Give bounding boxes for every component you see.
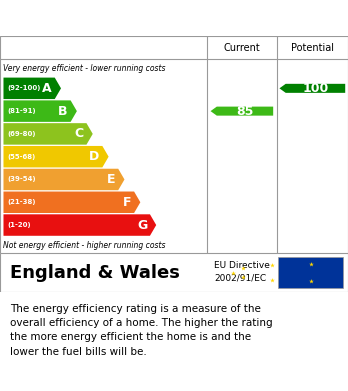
Text: EU Directive
2002/91/EC: EU Directive 2002/91/EC [214,261,270,283]
Text: Energy Efficiency Rating: Energy Efficiency Rating [12,9,241,27]
Text: A: A [42,82,52,95]
Text: B: B [58,105,68,118]
Text: Current: Current [223,43,260,53]
Text: 85: 85 [237,105,254,118]
Text: (55-68): (55-68) [8,154,36,160]
Bar [278,257,343,288]
Text: D: D [89,150,100,163]
Text: (39-54): (39-54) [8,176,36,183]
Text: (92-100): (92-100) [8,85,41,91]
Text: The energy efficiency rating is a measure of the
overall efficiency of a home. T: The energy efficiency rating is a measur… [10,303,273,357]
Polygon shape [3,192,140,213]
Polygon shape [279,84,345,93]
Text: C: C [74,127,84,140]
Text: (69-80): (69-80) [8,131,36,137]
Polygon shape [3,146,109,167]
Polygon shape [211,107,273,116]
Text: (81-91): (81-91) [8,108,36,114]
Polygon shape [3,169,125,190]
Text: (21-38): (21-38) [8,199,36,205]
Text: (1-20): (1-20) [8,222,31,228]
Polygon shape [3,123,93,145]
Text: Very energy efficient - lower running costs: Very energy efficient - lower running co… [3,64,166,73]
Text: G: G [137,219,147,231]
Polygon shape [3,77,61,99]
Text: E: E [107,173,116,186]
Text: F: F [123,196,131,209]
Text: Potential: Potential [291,43,334,53]
Text: England & Wales: England & Wales [10,264,180,282]
Polygon shape [3,100,77,122]
Text: 100: 100 [303,82,329,95]
Text: Not energy efficient - higher running costs: Not energy efficient - higher running co… [3,241,166,250]
Polygon shape [3,214,156,236]
